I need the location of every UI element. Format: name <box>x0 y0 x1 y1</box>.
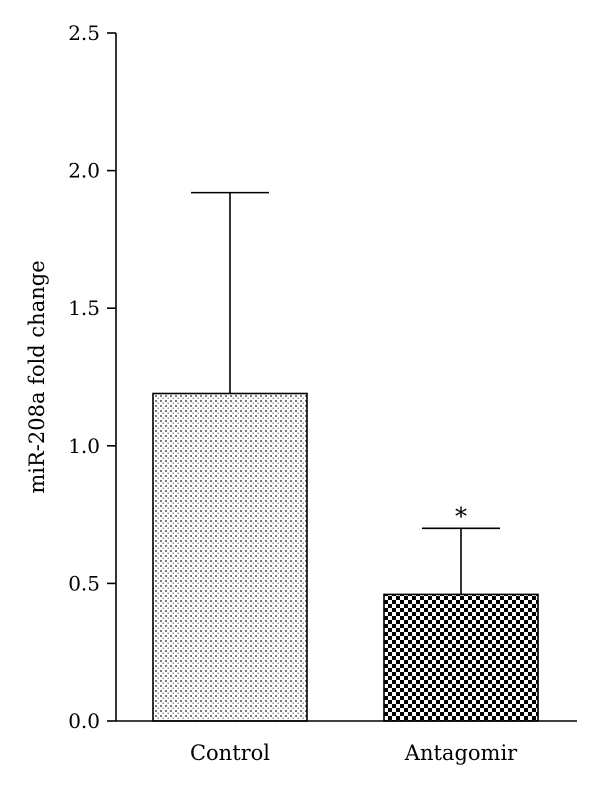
x-tick-label-0: Control <box>190 741 270 765</box>
y-tick-label-0: 0.0 <box>68 709 100 733</box>
y-tick-label-2: 1.0 <box>68 434 100 458</box>
y-tick-label-3: 1.5 <box>68 296 100 320</box>
bars: * <box>152 191 539 722</box>
y-tick-label-5: 2.5 <box>68 21 100 45</box>
x-axis: Control Antagomir <box>116 720 577 765</box>
y-tick-label-1: 0.5 <box>68 571 100 595</box>
x-tick-label-1: Antagomir <box>404 741 518 765</box>
significance-marker-1: * <box>455 502 467 530</box>
bar-1 <box>383 593 539 722</box>
y-axis-label: miR-208a fold change <box>25 260 49 493</box>
y-axis: 0.0 0.5 1.0 1.5 2.0 2.5 <box>68 21 117 733</box>
bar-0 <box>152 392 308 722</box>
y-tick-label-4: 2.0 <box>68 159 100 183</box>
